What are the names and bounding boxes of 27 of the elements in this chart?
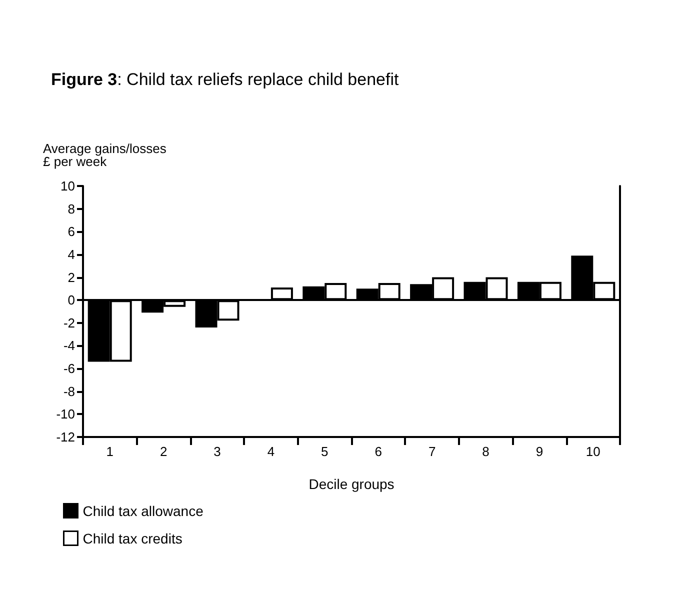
y-axis-title: Average gains/losses £ per week bbox=[43, 141, 167, 169]
x-tick-label: 5 bbox=[321, 444, 328, 459]
x-tick-label: 2 bbox=[160, 444, 168, 459]
y-tick-label: -4 bbox=[63, 338, 75, 354]
x-tick-label: 9 bbox=[536, 444, 544, 459]
x-tick-label: 6 bbox=[374, 444, 382, 459]
y-tick-label: 0 bbox=[68, 292, 75, 308]
y-tick-label: 2 bbox=[68, 270, 75, 285]
x-tick-label: 7 bbox=[428, 444, 436, 459]
legend-label: Child tax allowance bbox=[82, 502, 204, 519]
legend-label: Child tax credits bbox=[82, 530, 182, 546]
y-tick-label: 4 bbox=[68, 246, 75, 262]
y-tick-label: -8 bbox=[63, 384, 75, 399]
x-tick-label: 4 bbox=[267, 444, 275, 459]
x-tick-label: 3 bbox=[214, 444, 221, 459]
y-tick-label: 10 bbox=[60, 178, 75, 194]
y-tick-label: -6 bbox=[63, 361, 75, 376]
chart-title: Figure 3: Child tax reliefs replace child benefit bbox=[51, 70, 399, 89]
x-axis-title: Decile groups bbox=[308, 476, 394, 492]
x-tick-label: 8 bbox=[482, 444, 490, 459]
y-tick-label: -12 bbox=[56, 430, 75, 444]
y-tick-label: 8 bbox=[68, 201, 75, 216]
y-tick-label: -10 bbox=[56, 406, 75, 422]
x-tick-label: 1 bbox=[106, 444, 114, 459]
x-tick-label: 10 bbox=[586, 444, 600, 459]
y-tick-label: -2 bbox=[63, 315, 75, 330]
y-tick-label: 6 bbox=[68, 224, 75, 240]
